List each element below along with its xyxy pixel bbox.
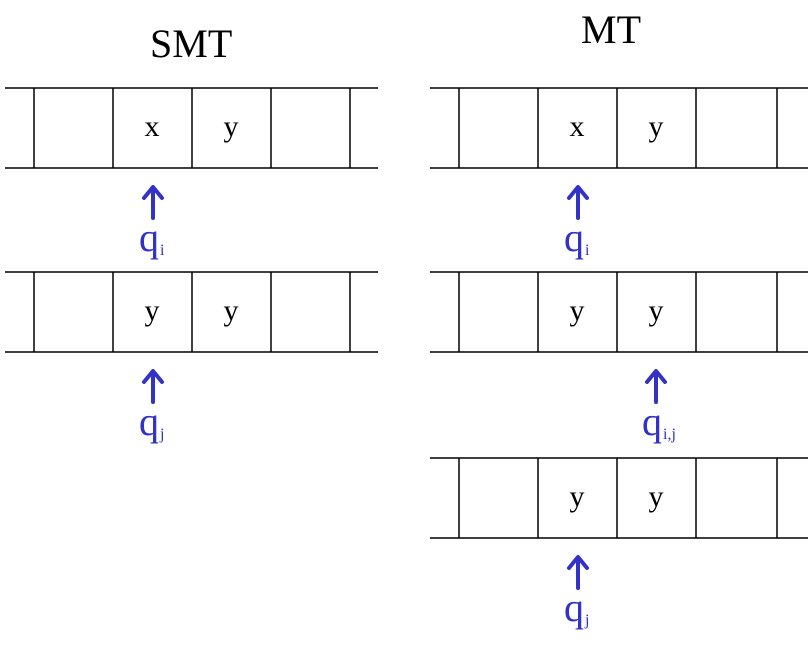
state-symbol: q bbox=[642, 399, 662, 444]
mt-head-3-state: qj bbox=[564, 585, 590, 630]
smt-tape-1-cell-2: y bbox=[223, 110, 239, 143]
smt-tape-2-cell-2: y bbox=[223, 294, 239, 327]
mt-head-2-state: qi,j bbox=[642, 399, 676, 444]
up-arrow-icon bbox=[142, 185, 164, 220]
mt-tape-1-cell-1: x bbox=[569, 110, 585, 143]
smt-head-1-state: qi bbox=[139, 215, 165, 260]
state-subscript: i bbox=[160, 242, 165, 259]
smt-head-2-state: qj bbox=[139, 399, 165, 444]
state-symbol: q bbox=[139, 399, 159, 444]
state-subscript: i bbox=[585, 242, 590, 259]
mt-tape-3 bbox=[430, 457, 808, 539]
mt-tape-2-cell-1: y bbox=[569, 294, 585, 327]
up-arrow-icon bbox=[142, 369, 164, 404]
mt-tape-3-cell-1: y bbox=[569, 480, 585, 513]
mt-tape-1-cell-2: y bbox=[648, 110, 664, 143]
mt-tape-3-cell-2: y bbox=[648, 480, 664, 513]
up-arrow-icon bbox=[567, 185, 589, 220]
state-symbol: q bbox=[139, 215, 159, 260]
up-arrow-icon bbox=[567, 555, 589, 590]
smt-tape-1 bbox=[5, 87, 378, 169]
mt-title: MT bbox=[581, 7, 641, 52]
smt-tape-2-cell-1: y bbox=[144, 294, 160, 327]
smt-title: SMT bbox=[150, 21, 233, 66]
mt-head-1-state: qi bbox=[564, 215, 590, 260]
up-arrow-icon bbox=[645, 369, 667, 404]
mt-tape-1 bbox=[430, 87, 808, 169]
state-subscript: j bbox=[160, 426, 165, 443]
state-subscript: j bbox=[585, 612, 590, 629]
state-symbol: q bbox=[564, 585, 584, 630]
mt-tape-2-cell-2: y bbox=[648, 294, 664, 327]
smt-tape-1-cell-1: x bbox=[144, 110, 160, 143]
mt-tape-2 bbox=[430, 271, 808, 353]
state-subscript: i,j bbox=[663, 426, 676, 443]
smt-tape-2 bbox=[5, 271, 378, 353]
state-symbol: q bbox=[564, 215, 584, 260]
